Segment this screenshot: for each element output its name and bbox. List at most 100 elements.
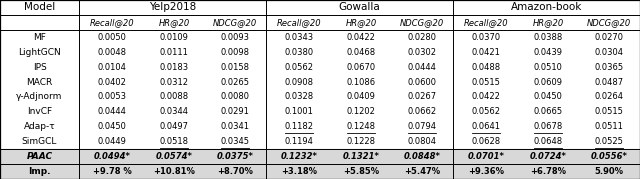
Text: 0.0600: 0.0600 (408, 78, 436, 86)
Text: 0.0908: 0.0908 (284, 78, 314, 86)
Text: 0.0341: 0.0341 (220, 122, 250, 131)
Text: 0.0183: 0.0183 (159, 63, 189, 72)
Text: 0.0345: 0.0345 (220, 137, 250, 146)
Text: 0.0402: 0.0402 (97, 78, 126, 86)
Text: Amazon-book: Amazon-book (511, 3, 582, 13)
Text: 0.0080: 0.0080 (220, 93, 250, 101)
Text: PAAC: PAAC (26, 152, 52, 161)
Text: 0.1232*: 0.1232* (280, 152, 317, 161)
Text: MF: MF (33, 33, 46, 42)
Text: 0.1202: 0.1202 (347, 107, 376, 116)
Text: 0.0497: 0.0497 (160, 122, 189, 131)
Text: 0.0375*: 0.0375* (216, 152, 253, 161)
Text: 5.90%: 5.90% (595, 167, 623, 176)
Text: 0.0628: 0.0628 (471, 137, 500, 146)
Text: 0.0648: 0.0648 (534, 137, 563, 146)
Text: 0.0409: 0.0409 (347, 93, 376, 101)
Text: 0.1228: 0.1228 (347, 137, 376, 146)
Text: 0.0048: 0.0048 (97, 48, 127, 57)
Text: NDCG@20: NDCG@20 (400, 18, 444, 27)
Text: Adap-τ: Adap-τ (24, 122, 55, 131)
Text: 0.0468: 0.0468 (347, 48, 376, 57)
Text: 0.0267: 0.0267 (407, 93, 436, 101)
Text: 0.0449: 0.0449 (97, 137, 126, 146)
Text: 0.0380: 0.0380 (284, 48, 314, 57)
Text: 0.0450: 0.0450 (97, 122, 126, 131)
Text: 0.0701*: 0.0701* (467, 152, 504, 161)
Text: γ-Adjnorm: γ-Adjnorm (17, 93, 63, 101)
Text: 0.0280: 0.0280 (408, 33, 436, 42)
Text: LightGCN: LightGCN (18, 48, 61, 57)
Text: 0.0794: 0.0794 (408, 122, 436, 131)
Text: 0.0370: 0.0370 (471, 33, 500, 42)
Text: +6.78%: +6.78% (530, 167, 566, 176)
Text: 0.1248: 0.1248 (347, 122, 376, 131)
Text: 0.0641: 0.0641 (472, 122, 500, 131)
Text: 0.0494*: 0.0494* (93, 152, 131, 161)
Text: 0.0488: 0.0488 (471, 63, 500, 72)
Text: 0.0515: 0.0515 (595, 107, 623, 116)
Text: 0.0421: 0.0421 (472, 48, 500, 57)
Text: 0.0444: 0.0444 (408, 63, 436, 72)
Text: MACR: MACR (26, 78, 52, 86)
Text: 0.0098: 0.0098 (220, 48, 250, 57)
Text: 0.0574*: 0.0574* (156, 152, 193, 161)
Text: 0.0678: 0.0678 (534, 122, 563, 131)
Text: NDCG@20: NDCG@20 (587, 18, 631, 27)
Text: Recall@20: Recall@20 (463, 18, 508, 27)
Text: InvCF: InvCF (27, 107, 52, 116)
Text: 0.0304: 0.0304 (595, 48, 623, 57)
Text: 0.0525: 0.0525 (595, 137, 623, 146)
Text: 0.0050: 0.0050 (97, 33, 126, 42)
Text: 0.0343: 0.0343 (284, 33, 314, 42)
Text: SimGCL: SimGCL (22, 137, 57, 146)
Text: 0.0562: 0.0562 (284, 63, 314, 72)
Text: 0.0422: 0.0422 (347, 33, 376, 42)
Text: +5.85%: +5.85% (343, 167, 380, 176)
Text: 0.0158: 0.0158 (220, 63, 250, 72)
Text: 0.0804: 0.0804 (408, 137, 436, 146)
Text: 0.0291: 0.0291 (220, 107, 250, 116)
Text: 0.0450: 0.0450 (534, 93, 563, 101)
Text: Model: Model (24, 3, 55, 13)
Text: NDCG@20: NDCG@20 (212, 18, 257, 27)
Text: 0.0264: 0.0264 (595, 93, 623, 101)
Text: +8.70%: +8.70% (217, 167, 253, 176)
Text: 0.0302: 0.0302 (408, 48, 436, 57)
Text: 0.0422: 0.0422 (472, 93, 500, 101)
Text: 0.0515: 0.0515 (472, 78, 500, 86)
Text: 0.0104: 0.0104 (97, 63, 126, 72)
Text: 0.0609: 0.0609 (534, 78, 563, 86)
Text: 0.0444: 0.0444 (97, 107, 126, 116)
Text: 0.0487: 0.0487 (595, 78, 623, 86)
Text: 0.0556*: 0.0556* (591, 152, 627, 161)
Text: +9.36%: +9.36% (468, 167, 504, 176)
Text: 0.0328: 0.0328 (284, 93, 314, 101)
Text: 0.0270: 0.0270 (595, 33, 623, 42)
Text: 0.0439: 0.0439 (534, 48, 563, 57)
Text: 0.0511: 0.0511 (595, 122, 623, 131)
Text: Imp.: Imp. (28, 167, 51, 176)
Bar (0, 149, 640, 164)
Text: 0.0665: 0.0665 (534, 107, 563, 116)
Text: 0.0053: 0.0053 (97, 93, 127, 101)
Text: 0.1001: 0.1001 (284, 107, 314, 116)
Text: 0.0510: 0.0510 (534, 63, 563, 72)
Text: HR@20: HR@20 (532, 18, 564, 27)
Text: 0.0365: 0.0365 (595, 63, 623, 72)
Text: Recall@20: Recall@20 (276, 18, 321, 27)
Text: 0.0670: 0.0670 (347, 63, 376, 72)
Text: 0.0724*: 0.0724* (530, 152, 566, 161)
Text: +10.81%: +10.81% (154, 167, 195, 176)
Text: 0.0518: 0.0518 (160, 137, 189, 146)
Text: 0.1321*: 0.1321* (343, 152, 380, 161)
Text: Recall@20: Recall@20 (90, 18, 134, 27)
Text: 0.0109: 0.0109 (160, 33, 189, 42)
Text: 0.0093: 0.0093 (220, 33, 250, 42)
Text: Yelp2018: Yelp2018 (149, 3, 196, 13)
Text: 0.0265: 0.0265 (220, 78, 250, 86)
Text: IPS: IPS (33, 63, 47, 72)
Text: 0.0388: 0.0388 (534, 33, 563, 42)
Text: Gowalla: Gowalla (339, 3, 380, 13)
Text: 0.0662: 0.0662 (407, 107, 436, 116)
